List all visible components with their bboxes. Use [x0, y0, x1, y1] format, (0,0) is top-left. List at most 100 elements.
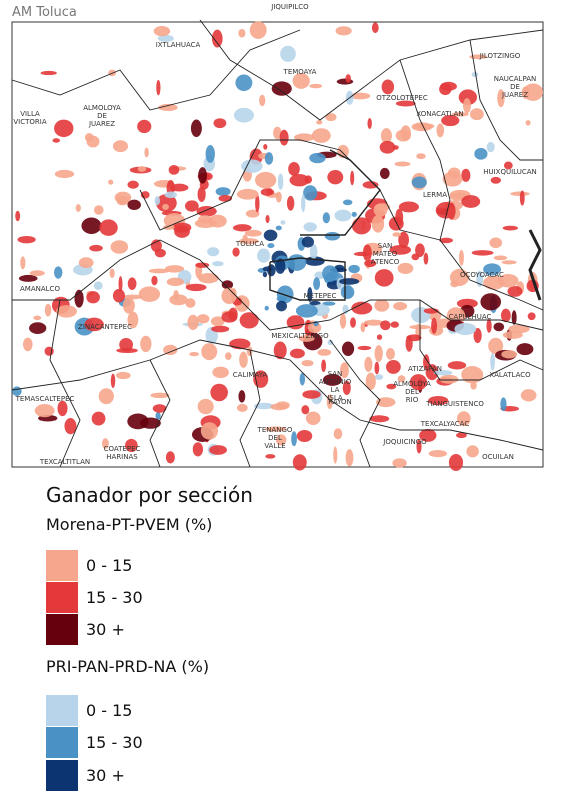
section	[291, 431, 297, 447]
section	[313, 277, 321, 291]
place-label-line: IXTLAHUACA	[156, 41, 201, 49]
section	[341, 341, 355, 356]
section	[86, 135, 100, 148]
place-label-line: MATEO	[373, 250, 398, 258]
section	[29, 322, 47, 335]
section	[474, 147, 488, 160]
section	[454, 322, 477, 336]
section	[172, 222, 192, 233]
section	[463, 98, 471, 114]
section	[263, 144, 268, 150]
section	[212, 261, 224, 267]
section	[301, 359, 314, 367]
section	[502, 331, 523, 339]
section	[153, 25, 171, 37]
section	[164, 191, 178, 199]
place-label: TEMOAYA	[283, 68, 317, 76]
section	[461, 195, 481, 208]
section	[376, 397, 396, 408]
section	[289, 174, 310, 187]
section	[213, 118, 227, 129]
section	[253, 402, 275, 410]
section	[81, 217, 102, 234]
section	[416, 439, 422, 454]
section	[374, 269, 394, 287]
place-label: TEMASCALTEPEC	[15, 395, 75, 403]
section	[501, 350, 518, 359]
section	[335, 26, 352, 36]
section	[470, 381, 477, 390]
place-label: TENANGO DEL VALLE	[257, 426, 293, 450]
place-label: CAPULHUAC	[449, 313, 492, 321]
section	[279, 129, 289, 146]
place-label-line: ANTONIO	[319, 378, 352, 386]
section	[244, 229, 262, 237]
section	[442, 171, 463, 187]
place-label-line: TIANGUISTENCO	[425, 400, 484, 408]
section	[339, 278, 360, 285]
section	[163, 224, 175, 230]
section	[469, 108, 484, 121]
section	[500, 397, 507, 412]
section	[91, 411, 106, 426]
place-label-line: MEXICALTZINGO	[271, 332, 329, 340]
section	[238, 28, 246, 38]
section	[393, 302, 408, 311]
section	[490, 176, 502, 184]
section	[307, 287, 313, 302]
section	[362, 181, 379, 189]
section	[423, 354, 430, 371]
section	[416, 153, 426, 160]
section	[212, 366, 229, 379]
section	[395, 208, 404, 226]
section	[450, 280, 459, 288]
legend-label: 15 - 30	[86, 588, 143, 607]
section	[93, 281, 103, 291]
section	[255, 194, 260, 213]
section	[239, 351, 248, 368]
section	[116, 348, 138, 354]
place-label-line: XALATLACO	[489, 371, 531, 379]
section	[263, 229, 278, 242]
section	[241, 159, 263, 173]
section	[163, 344, 178, 356]
section	[324, 231, 340, 241]
legend-swatch	[46, 760, 78, 791]
section	[201, 343, 218, 361]
section	[138, 286, 161, 302]
place-label: JIQUIPILCO	[270, 3, 309, 11]
section	[345, 74, 351, 83]
place-label-line: XONACATLAN	[416, 110, 463, 118]
section	[170, 183, 189, 192]
section	[317, 348, 332, 356]
section	[52, 138, 61, 143]
section	[262, 271, 268, 278]
legend-swatch	[46, 695, 78, 726]
place-label-line: CALIMAYA	[233, 371, 268, 379]
section	[342, 304, 349, 315]
section	[265, 214, 270, 224]
section	[503, 161, 513, 170]
section	[192, 442, 204, 457]
place-label: RAYON	[328, 398, 351, 406]
section	[119, 337, 134, 352]
place-label-line: AMANALCO	[20, 285, 60, 293]
section	[490, 352, 495, 371]
section	[296, 430, 313, 442]
place-label: ALMOLOYA DEL RIO	[393, 380, 431, 404]
place-label: SAN ANTONIO LA ISLA	[319, 370, 352, 402]
section	[380, 128, 392, 144]
section	[397, 262, 414, 275]
place-label-line: COATEPEC	[104, 445, 141, 453]
section	[520, 389, 537, 402]
section	[152, 404, 167, 413]
place-label: TEXCALTITLAN	[39, 458, 90, 466]
section	[137, 119, 152, 134]
section	[275, 191, 282, 203]
section	[456, 432, 467, 439]
section	[266, 188, 273, 194]
place-label-line: JILOTZINGO	[479, 52, 521, 60]
section	[439, 374, 459, 384]
section	[280, 45, 296, 62]
section	[527, 312, 536, 321]
